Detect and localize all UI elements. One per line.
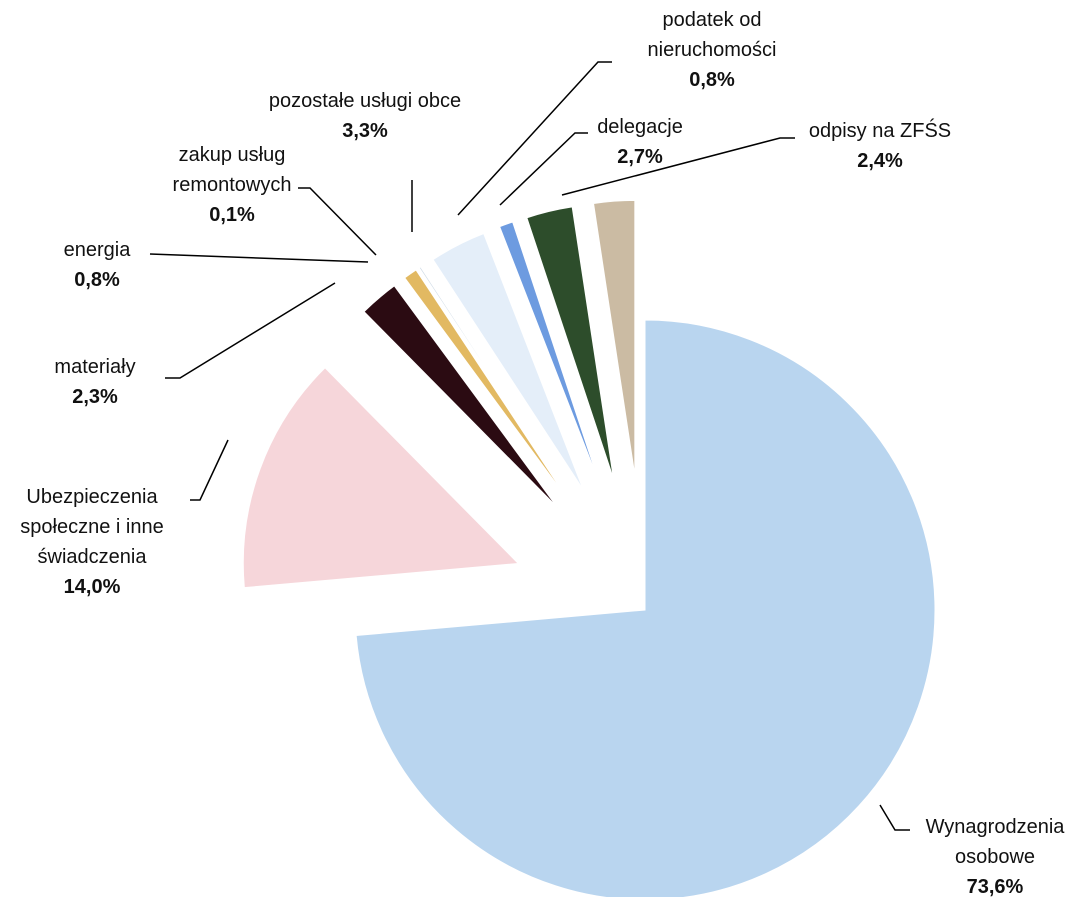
slice-label: podatek od nieruchomości 0,8% bbox=[627, 5, 797, 95]
category-name: pozostałe usługi obce bbox=[268, 90, 462, 112]
value-label: 73,6% bbox=[966, 876, 1024, 897]
leader-line bbox=[561, 137, 795, 196]
slice-label: zakup usług remontowych 0,1% bbox=[142, 140, 322, 230]
value-label: 0,8% bbox=[689, 69, 735, 91]
leader-line bbox=[165, 282, 336, 379]
slice-label: odpisy na ZFŚS 2,4% bbox=[809, 116, 951, 176]
category-name: odpisy na ZFŚS bbox=[808, 120, 952, 142]
slice-label: Ubezpieczenia społeczne i inne świadczen… bbox=[2, 482, 182, 602]
category-name: energia bbox=[63, 239, 131, 261]
category-name: Ubezpieczenia społeczne i inne świadczen… bbox=[20, 486, 164, 568]
slice-label: energia 0,8% bbox=[64, 235, 131, 295]
leader-line bbox=[457, 61, 612, 216]
leader-line bbox=[190, 439, 229, 501]
pie-slice bbox=[526, 206, 614, 479]
slice-label: pozostałe usługi obce 3,3% bbox=[269, 86, 461, 146]
category-name: delegacje bbox=[597, 116, 683, 138]
category-name: materiały bbox=[54, 356, 136, 378]
value-label: 3,3% bbox=[342, 120, 388, 142]
value-label: 2,4% bbox=[857, 150, 903, 172]
category-name: Wynagrodzenia osobowe bbox=[925, 816, 1065, 868]
value-label: 2,7% bbox=[617, 146, 663, 168]
value-label: 0,8% bbox=[74, 269, 120, 291]
leader-line bbox=[879, 804, 910, 831]
leader-line bbox=[149, 253, 369, 263]
slice-label: materiały 2,3% bbox=[54, 352, 135, 412]
pie-slice bbox=[363, 285, 558, 508]
pie-slice bbox=[242, 367, 520, 589]
category-name: podatek od nieruchomości bbox=[647, 9, 777, 61]
pie-slice bbox=[498, 221, 600, 484]
slice-label: delegacje 2,7% bbox=[597, 112, 683, 172]
pie-slice bbox=[592, 199, 636, 476]
pie-slice bbox=[432, 232, 584, 491]
value-label: 0,1% bbox=[209, 204, 255, 226]
pie-slice bbox=[355, 319, 936, 897]
leader-line bbox=[298, 187, 377, 256]
leader-line bbox=[499, 132, 588, 206]
slice-label: Wynagrodzenia osobowe 73,6% bbox=[926, 812, 1065, 897]
value-label: 2,3% bbox=[72, 386, 118, 408]
pie-slice bbox=[403, 269, 569, 500]
value-label: 14,0% bbox=[63, 576, 121, 598]
category-name: zakup usług remontowych bbox=[172, 144, 292, 196]
pie-slice bbox=[418, 266, 572, 498]
